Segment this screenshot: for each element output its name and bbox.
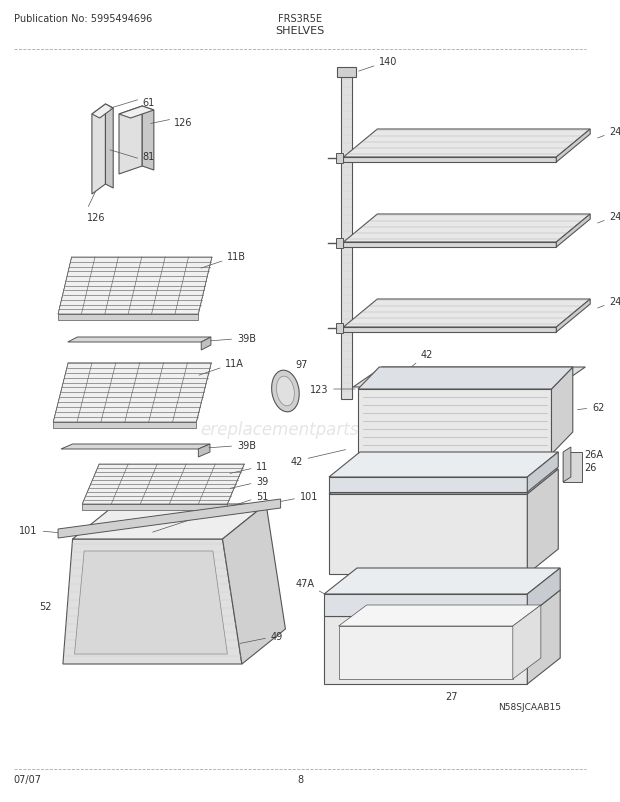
Text: 47: 47 xyxy=(409,452,427,482)
Text: 47A: 47A xyxy=(295,578,331,598)
Text: 21: 21 xyxy=(416,459,428,468)
Text: 49: 49 xyxy=(240,631,283,644)
Polygon shape xyxy=(343,243,556,248)
Polygon shape xyxy=(339,606,541,626)
Polygon shape xyxy=(119,107,154,119)
Polygon shape xyxy=(336,323,343,334)
Polygon shape xyxy=(198,444,210,457)
Polygon shape xyxy=(82,504,228,510)
Polygon shape xyxy=(92,105,113,119)
Polygon shape xyxy=(563,452,582,482)
Text: 61: 61 xyxy=(142,98,154,107)
Polygon shape xyxy=(336,154,343,164)
Text: 97: 97 xyxy=(295,359,308,370)
Polygon shape xyxy=(358,390,552,455)
Text: Publication No: 5995494696: Publication No: 5995494696 xyxy=(14,14,152,24)
Polygon shape xyxy=(324,594,527,616)
Text: 42: 42 xyxy=(404,350,433,374)
Polygon shape xyxy=(353,367,585,387)
Text: 27: 27 xyxy=(445,691,458,701)
Text: FRS3R5E: FRS3R5E xyxy=(278,14,322,24)
Polygon shape xyxy=(119,107,142,175)
Text: 11B: 11B xyxy=(201,252,246,269)
Text: SHELVES: SHELVES xyxy=(275,26,324,36)
Polygon shape xyxy=(343,327,556,333)
Text: ereplacementparts.com: ereplacementparts.com xyxy=(200,420,399,439)
Polygon shape xyxy=(527,569,560,616)
Polygon shape xyxy=(556,300,590,333)
Polygon shape xyxy=(324,590,560,616)
Text: 26: 26 xyxy=(585,463,597,472)
Ellipse shape xyxy=(277,377,294,407)
Polygon shape xyxy=(53,423,197,428)
Text: 62: 62 xyxy=(577,403,604,412)
Text: 39B: 39B xyxy=(211,334,256,343)
Polygon shape xyxy=(340,75,352,399)
Polygon shape xyxy=(343,300,590,327)
Polygon shape xyxy=(68,338,211,342)
Text: 123: 123 xyxy=(309,384,355,395)
Text: 8: 8 xyxy=(297,774,303,784)
Text: 39: 39 xyxy=(230,476,268,488)
Text: 26A: 26A xyxy=(585,449,603,460)
Polygon shape xyxy=(324,616,527,684)
Polygon shape xyxy=(337,68,356,78)
Polygon shape xyxy=(336,239,343,249)
Text: 11: 11 xyxy=(230,461,268,474)
Polygon shape xyxy=(513,606,541,679)
Text: 51: 51 xyxy=(153,492,269,533)
Text: 25: 25 xyxy=(525,475,554,484)
Polygon shape xyxy=(74,551,228,654)
Ellipse shape xyxy=(272,371,299,412)
Polygon shape xyxy=(92,105,105,195)
Polygon shape xyxy=(343,158,556,163)
Text: 42: 42 xyxy=(290,450,345,467)
Polygon shape xyxy=(329,452,558,477)
Polygon shape xyxy=(343,130,590,158)
Polygon shape xyxy=(73,504,266,539)
Polygon shape xyxy=(53,363,211,423)
Polygon shape xyxy=(63,539,242,664)
Polygon shape xyxy=(552,367,573,455)
Text: 126: 126 xyxy=(87,213,105,223)
Text: 07/07: 07/07 xyxy=(14,774,42,784)
Polygon shape xyxy=(329,494,527,574)
Polygon shape xyxy=(563,448,571,482)
Polygon shape xyxy=(527,452,558,492)
Text: 24: 24 xyxy=(598,212,620,224)
Text: N58SJCAAB15: N58SJCAAB15 xyxy=(498,702,561,711)
Polygon shape xyxy=(329,477,527,492)
Polygon shape xyxy=(58,314,198,321)
Text: 101: 101 xyxy=(19,525,60,535)
Text: 24: 24 xyxy=(598,127,620,139)
Polygon shape xyxy=(105,105,113,188)
Text: 24: 24 xyxy=(598,297,620,309)
Text: 39B: 39B xyxy=(209,440,256,451)
Polygon shape xyxy=(556,130,590,163)
Polygon shape xyxy=(343,215,590,243)
Polygon shape xyxy=(58,257,212,314)
Text: 81: 81 xyxy=(142,152,154,162)
Text: 101: 101 xyxy=(280,492,318,502)
Text: 140: 140 xyxy=(359,57,397,72)
Polygon shape xyxy=(527,469,558,574)
Polygon shape xyxy=(556,215,590,248)
Polygon shape xyxy=(324,569,560,594)
Polygon shape xyxy=(142,107,154,171)
Polygon shape xyxy=(223,504,285,664)
Polygon shape xyxy=(61,444,210,449)
Text: 25A: 25A xyxy=(428,642,454,651)
Polygon shape xyxy=(339,626,513,679)
Polygon shape xyxy=(329,469,558,494)
Polygon shape xyxy=(82,464,244,504)
Polygon shape xyxy=(358,367,573,390)
Text: 126: 126 xyxy=(174,118,193,128)
Polygon shape xyxy=(202,338,211,350)
Polygon shape xyxy=(58,500,281,538)
Text: 52: 52 xyxy=(38,602,51,611)
Text: 11A: 11A xyxy=(199,358,244,375)
Polygon shape xyxy=(527,590,560,684)
